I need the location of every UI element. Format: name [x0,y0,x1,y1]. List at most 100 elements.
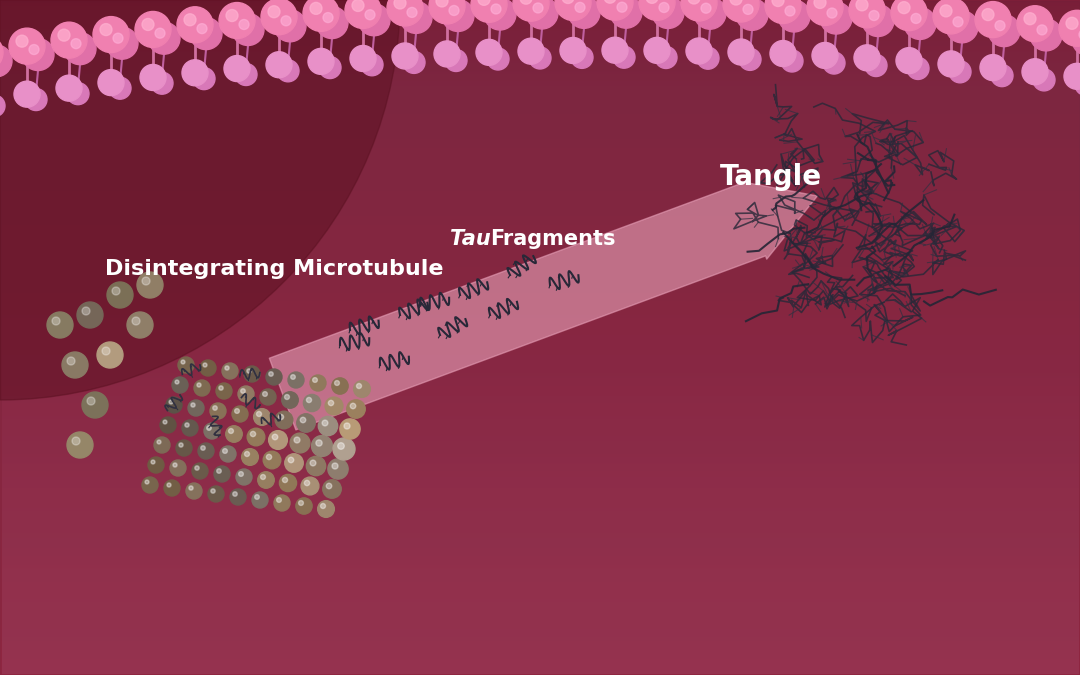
Circle shape [262,392,268,396]
Text: Disintegrating Microtubule: Disintegrating Microtubule [105,259,444,279]
Circle shape [434,41,460,67]
Circle shape [975,1,1011,38]
Circle shape [247,369,252,373]
Circle shape [213,406,217,410]
Circle shape [173,463,177,467]
Circle shape [252,492,268,508]
Circle shape [659,3,669,13]
Circle shape [164,480,180,496]
Circle shape [82,307,90,315]
Circle shape [82,392,108,418]
Circle shape [160,417,176,433]
Circle shape [190,18,222,50]
Circle shape [312,377,318,382]
Circle shape [827,8,837,18]
Circle shape [328,400,334,406]
Circle shape [282,392,298,408]
Circle shape [854,45,880,71]
Circle shape [849,0,885,28]
Circle shape [179,443,184,447]
Circle shape [222,449,228,454]
Circle shape [701,3,711,14]
Circle shape [154,437,170,453]
Circle shape [988,15,1020,47]
Circle shape [333,438,355,460]
Circle shape [953,17,963,27]
Circle shape [407,7,417,18]
Circle shape [982,9,994,21]
Circle shape [575,2,585,12]
Circle shape [220,446,237,462]
Circle shape [234,408,240,413]
Circle shape [238,386,254,402]
Circle shape [224,55,249,82]
Circle shape [109,77,131,99]
Circle shape [904,7,936,39]
Circle shape [387,0,423,26]
Circle shape [350,403,355,409]
Circle shape [189,486,193,490]
Circle shape [311,435,333,456]
FancyArrowPatch shape [269,181,818,430]
Circle shape [352,0,364,11]
Circle shape [897,1,910,14]
Circle shape [141,18,154,30]
Text: Fragments: Fragments [490,229,616,249]
Circle shape [58,29,70,41]
Circle shape [335,381,339,385]
Circle shape [694,0,726,29]
Circle shape [869,11,879,20]
Circle shape [67,82,89,105]
Circle shape [127,312,153,338]
Circle shape [476,39,502,65]
Circle shape [562,0,573,3]
Circle shape [301,477,319,495]
Circle shape [300,417,306,423]
Circle shape [526,0,558,29]
Circle shape [1030,19,1062,51]
Circle shape [239,472,243,477]
Circle shape [296,498,312,514]
Circle shape [730,0,742,5]
Circle shape [518,38,544,64]
Circle shape [230,489,246,505]
Circle shape [288,457,294,463]
Circle shape [445,49,467,72]
Circle shape [338,443,345,450]
Circle shape [208,486,224,502]
Circle shape [255,495,259,500]
Circle shape [1072,24,1080,55]
Circle shape [568,0,600,28]
Circle shape [260,389,276,405]
Circle shape [140,64,166,90]
Circle shape [93,17,129,53]
Circle shape [197,24,207,34]
Text: Tangle: Tangle [720,163,822,191]
Circle shape [310,460,316,466]
Circle shape [991,65,1013,86]
Circle shape [279,414,284,420]
Circle shape [98,70,124,96]
Circle shape [219,3,255,38]
Circle shape [807,0,843,26]
Circle shape [686,38,712,64]
Circle shape [64,32,96,65]
Circle shape [168,400,173,404]
Circle shape [194,466,199,470]
Circle shape [1064,63,1080,89]
Circle shape [394,0,406,9]
Circle shape [267,454,272,460]
Circle shape [597,0,633,20]
Circle shape [9,28,45,64]
Circle shape [995,21,1005,30]
Circle shape [100,24,112,36]
Circle shape [132,317,140,325]
Circle shape [912,14,921,24]
Circle shape [288,372,303,388]
Circle shape [765,0,801,24]
Circle shape [350,45,376,72]
Circle shape [534,3,543,13]
Circle shape [1024,13,1036,25]
Circle shape [602,37,627,63]
Circle shape [0,95,5,117]
